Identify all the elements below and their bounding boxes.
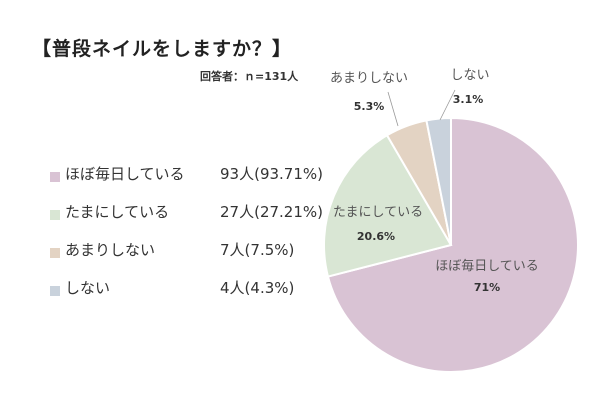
legend-value: 7人(7.5%) xyxy=(220,241,295,259)
legend-swatch-never xyxy=(50,286,60,296)
legend-swatch-rarely xyxy=(50,248,60,258)
slice-label-rarely: あまりしない xyxy=(330,71,408,86)
legend-value: 4人(4.3%) xyxy=(220,279,295,297)
legend-item-daily: ほぼ毎日している 93人(93.71%) xyxy=(50,160,323,198)
pie-slice-never xyxy=(425,116,452,246)
legend-swatch-sometimes xyxy=(50,210,60,220)
legend-item-sometimes: たまにしている 27人(27.21%) xyxy=(50,198,323,236)
legend-swatch-daily xyxy=(50,172,60,182)
slice-label-never: しない xyxy=(450,68,489,83)
leader-line-never xyxy=(439,89,456,121)
legend-label: しない xyxy=(65,279,111,297)
pie-slice-sometimes xyxy=(323,133,453,278)
slice-percent-rarely: 5.3% xyxy=(354,100,385,113)
legend-value: 27人(27.21%) xyxy=(220,203,323,221)
pie-slice-daily xyxy=(326,116,579,373)
respondent-count: 回答者：ｎ=131人 xyxy=(200,70,299,83)
leader-line-rarely xyxy=(387,91,399,127)
legend-label: たまにしている xyxy=(65,203,170,221)
slice-percent-sometimes: 20.6% xyxy=(357,230,395,243)
slice-label-daily: ほぼ毎日している xyxy=(435,258,539,274)
legend-label: あまりしない xyxy=(65,241,156,259)
legend: ほぼ毎日している 93人(93.71%) たまにしている 27人(27.21%)… xyxy=(50,160,323,312)
slice-percent-daily: 71% xyxy=(474,281,500,294)
chart-title: 【普段ネイルをしますか？】 xyxy=(32,38,293,60)
legend-item-rarely: あまりしない 7人(7.5%) xyxy=(50,236,320,274)
legend-value: 93人(93.71%) xyxy=(220,165,323,183)
legend-item-never: しない 4人(4.3%) xyxy=(50,274,320,312)
slice-label-sometimes: たまにしている xyxy=(333,205,423,220)
legend-label: ほぼ毎日している xyxy=(65,165,185,183)
slice-percent-never: 3.1% xyxy=(453,93,484,106)
